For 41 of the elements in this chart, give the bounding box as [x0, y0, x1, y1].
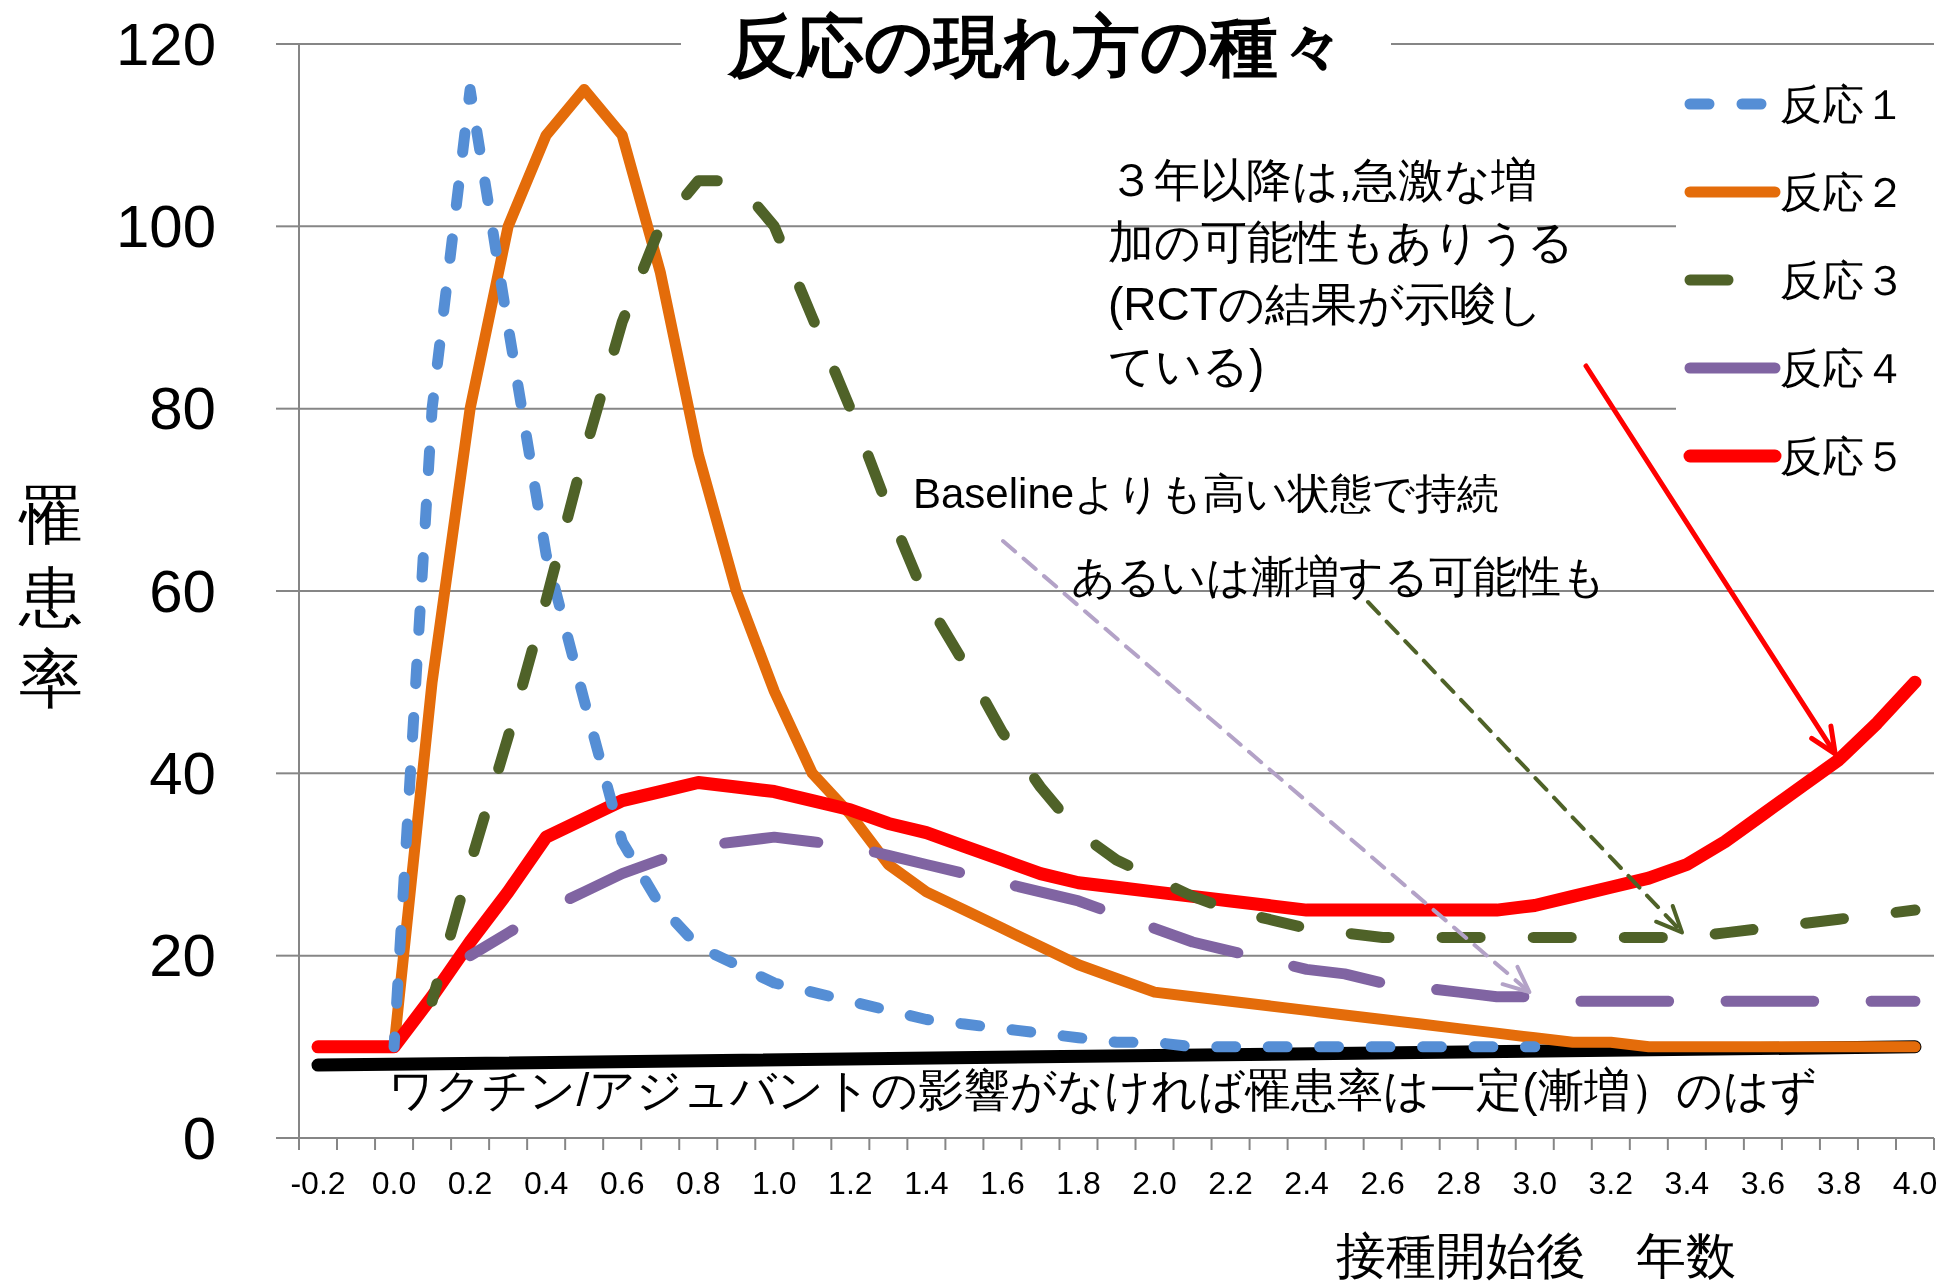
x-tick-label: 1.6 — [980, 1165, 1025, 1201]
y-tick-label: 60 — [149, 557, 216, 625]
y-axis-title: 罹患率 — [18, 479, 83, 715]
x-tick-label: 3.4 — [1664, 1165, 1710, 1201]
x-tick-label: 0.4 — [523, 1165, 569, 1201]
x-tick-label: 1.8 — [1056, 1165, 1101, 1201]
x-tick-label: 1.0 — [752, 1165, 797, 1201]
x-tick-label: 3.0 — [1512, 1165, 1557, 1201]
x-tick-label: 2.0 — [1132, 1165, 1177, 1201]
y-tick-label: 0 — [182, 1104, 216, 1172]
y-tick-label: 100 — [115, 192, 216, 260]
x-tick-label: 2.8 — [1436, 1165, 1481, 1201]
x-tick-label: 0.0 — [371, 1165, 417, 1201]
legend-label: 反応２ — [1780, 168, 1906, 216]
x-tick-label: 3.8 — [1816, 1165, 1862, 1201]
x-tick-label: -0.2 — [290, 1165, 346, 1201]
y-tick-label: 40 — [149, 739, 216, 807]
x-tick-label: 3.6 — [1740, 1165, 1786, 1201]
y-tick-label: 80 — [149, 375, 216, 443]
x-tick-label: 2.4 — [1284, 1165, 1329, 1201]
x-tick-label: 4.0 — [1892, 1165, 1938, 1201]
annotation: ３年以降は,急激な増加の可能性もありうる(RCTの結果が示唆している) — [1108, 154, 1574, 392]
x-tick-label: 1.2 — [828, 1165, 873, 1201]
x-axis-title: 接種開始後 年数 — [1336, 1228, 1736, 1284]
legend-label: 反応４ — [1780, 344, 1906, 392]
legend-label: 反応３ — [1780, 256, 1906, 304]
legend-label: 反応１ — [1780, 80, 1906, 128]
x-tick-label: 2.6 — [1360, 1165, 1405, 1201]
y-tick-label: 120 — [115, 10, 216, 78]
annotation: Baselineよりも高い状態で持続 — [913, 469, 1500, 517]
annotation: あるいは漸増する可能性も — [1071, 551, 1606, 601]
chart-title: 反応の現れ方の種々 — [726, 8, 1346, 84]
y-tick-label: 20 — [149, 922, 216, 990]
x-tick-label: 2.2 — [1208, 1165, 1253, 1201]
x-tick-label: 3.2 — [1588, 1165, 1634, 1201]
x-tick-label: 0.8 — [676, 1165, 721, 1201]
x-tick-label: 1.4 — [904, 1165, 949, 1201]
annotation: ワクチン/アジュバントの影響がなければ罹患率は一定(漸増）のはず — [388, 1063, 1817, 1116]
x-tick-label: 0.2 — [447, 1165, 493, 1201]
legend-label: 反応５ — [1780, 432, 1906, 480]
x-tick-label: 0.6 — [599, 1165, 645, 1201]
